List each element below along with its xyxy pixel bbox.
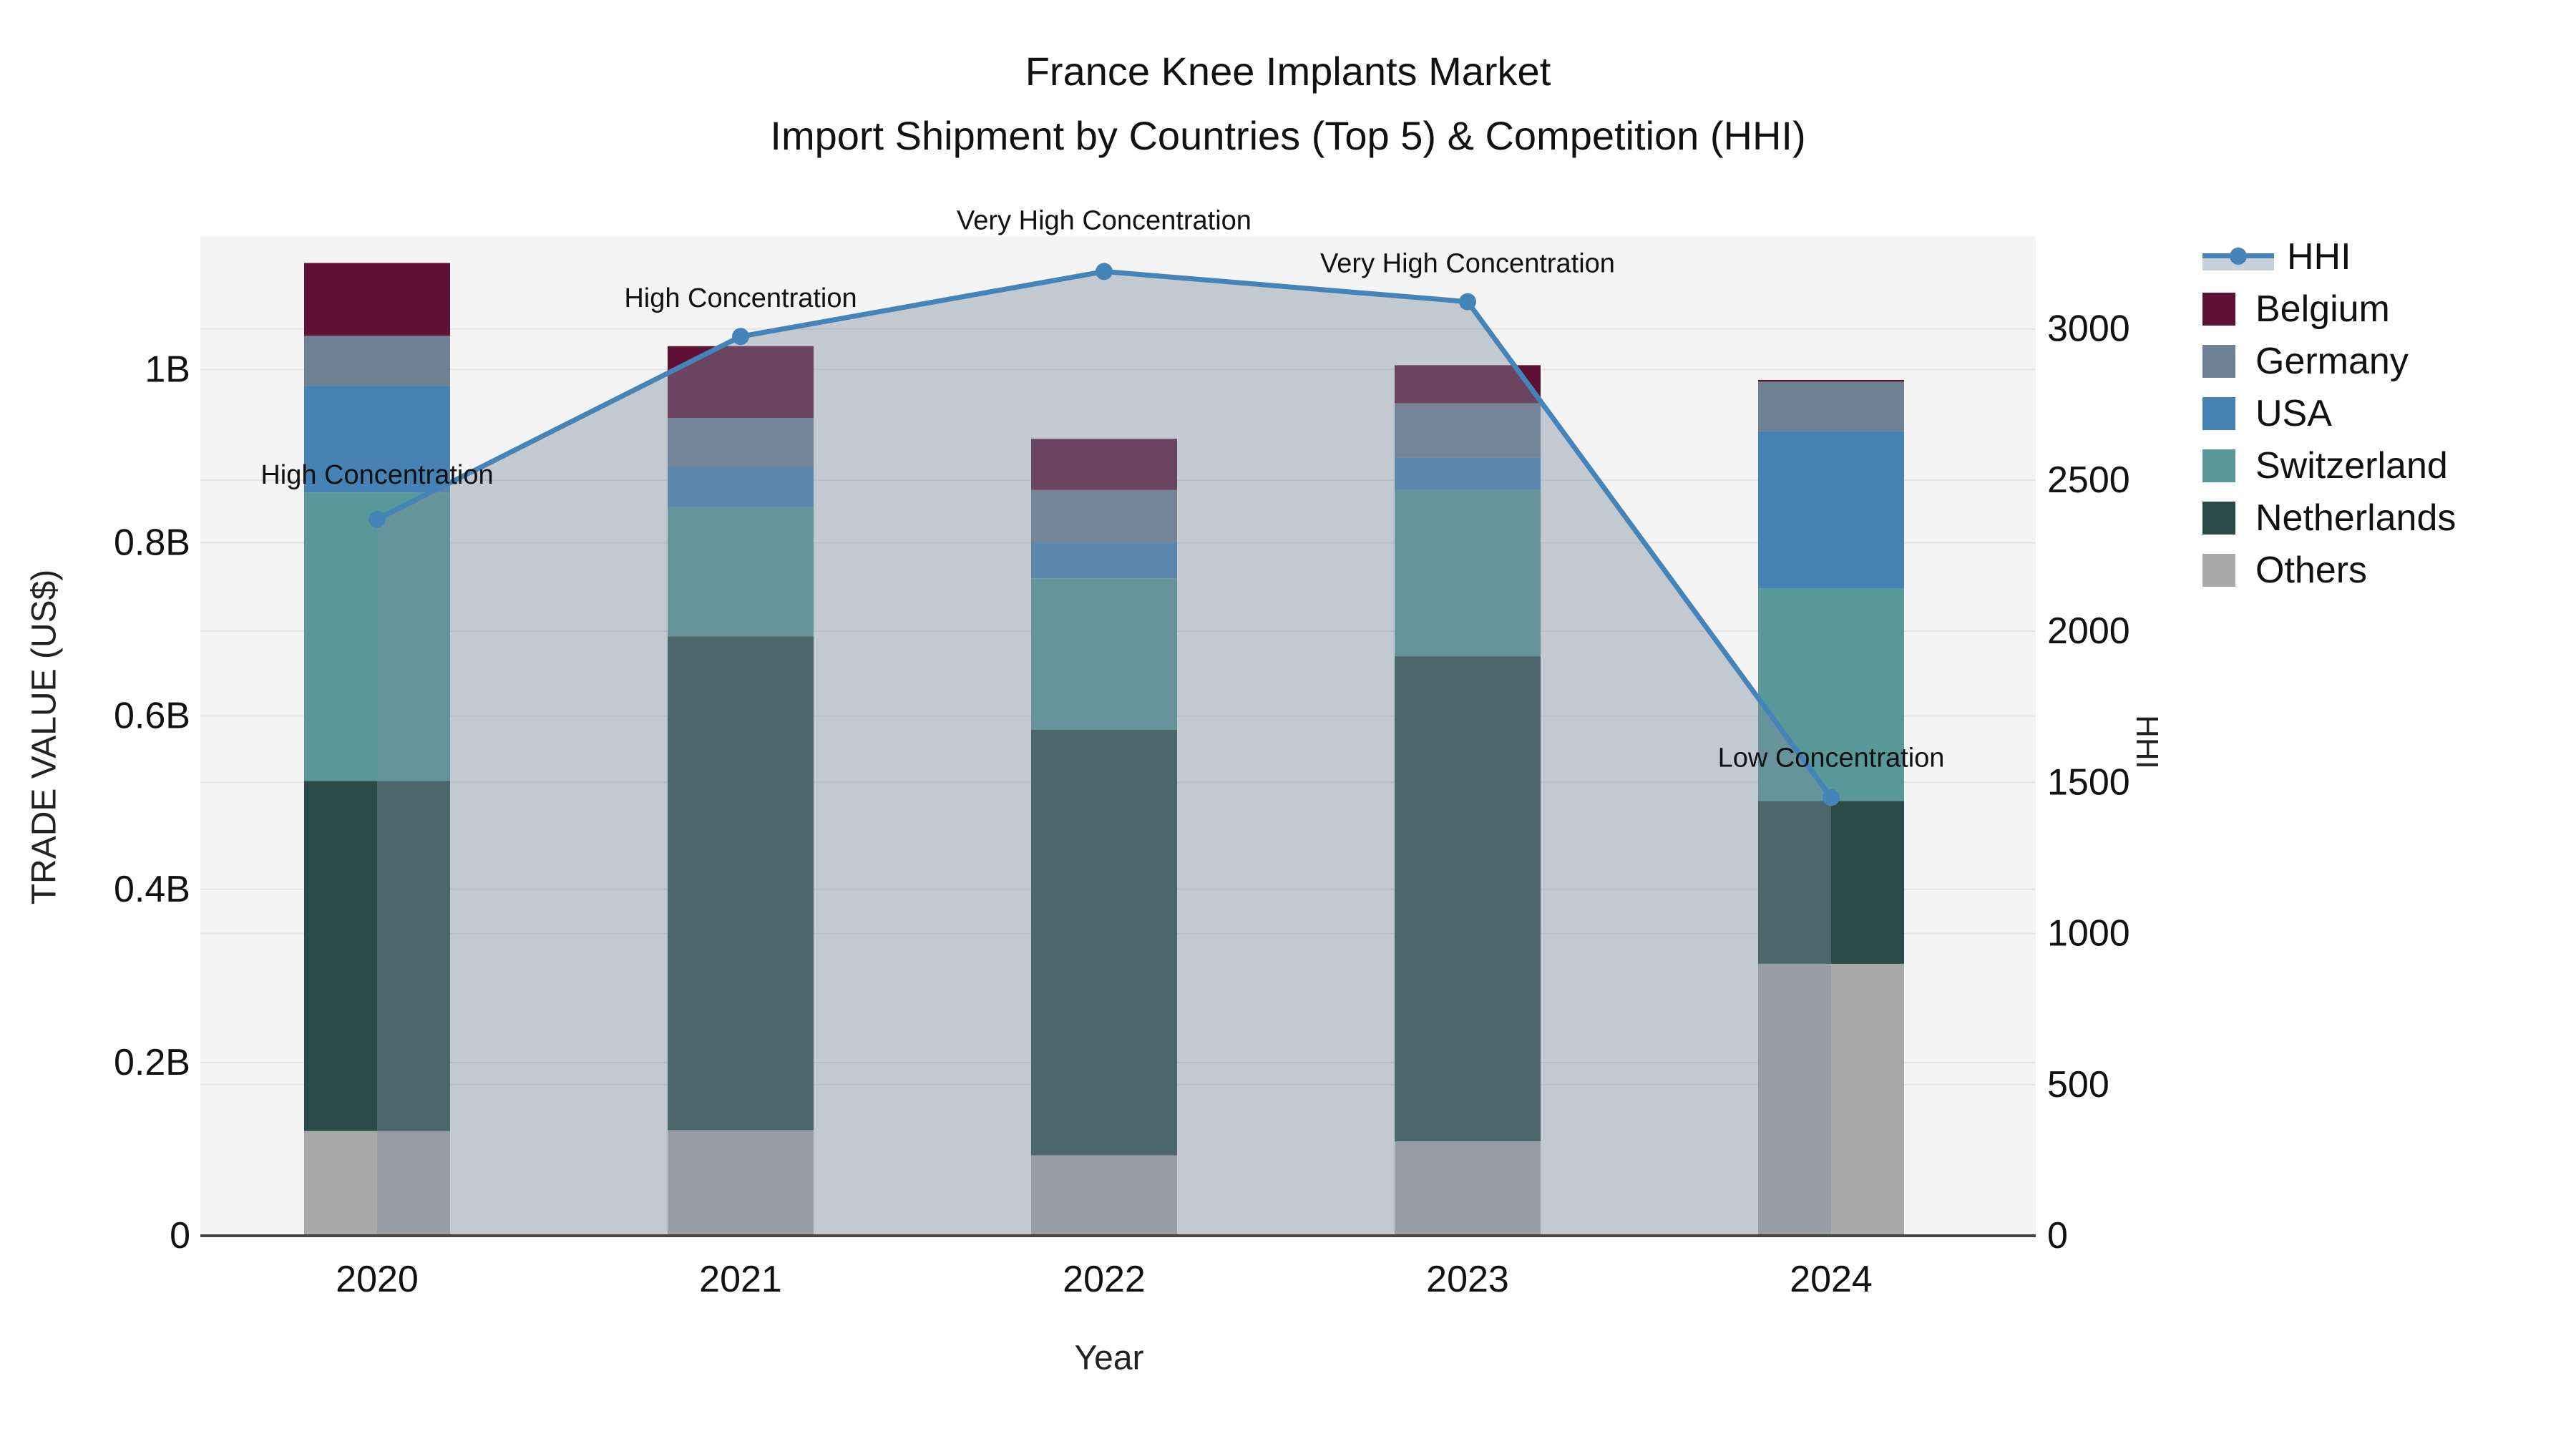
bar-segment-2020-belgium[interactable] bbox=[304, 263, 450, 336]
legend-label-hhi: HHI bbox=[2287, 235, 2351, 278]
hhi-marker-2024[interactable] bbox=[1823, 789, 1840, 806]
annotation-2023: Very High Concentration bbox=[1320, 249, 1615, 279]
legend-item-netherlands[interactable]: Netherlands bbox=[2202, 492, 2456, 544]
bar-segment-2021-belgium[interactable] bbox=[668, 346, 814, 419]
chart-title-line1: France Knee Implants Market bbox=[1025, 49, 1551, 94]
x-tick-2023: 2023 bbox=[1426, 1259, 1509, 1300]
y-right-tick-0: 0 bbox=[2047, 1215, 2068, 1257]
legend-label-netherlands: Netherlands bbox=[2255, 497, 2457, 539]
bar-segment-2024-usa[interactable] bbox=[1758, 431, 1904, 589]
annotation-2022: Very High Concentration bbox=[957, 205, 1252, 235]
annotation-2021: High Concentration bbox=[624, 283, 857, 313]
bar-segment-2020-usa[interactable] bbox=[304, 386, 450, 493]
legend-label-germany: Germany bbox=[2255, 340, 2409, 382]
y-right-tick-1500: 1500 bbox=[2047, 761, 2130, 803]
legend-label-switzerland: Switzerland bbox=[2255, 444, 2448, 487]
annotation-2024: Low Concentration bbox=[1718, 743, 1945, 773]
y-left-tick-0.6B: 0.6B bbox=[114, 696, 190, 737]
bar-segment-2024-belgium[interactable] bbox=[1758, 379, 1904, 382]
x-tick-2020: 2020 bbox=[336, 1259, 419, 1300]
bar-segment-2022-belgium[interactable] bbox=[1031, 439, 1177, 490]
legend-swatch-others bbox=[2202, 553, 2235, 587]
x-axis-title: Year bbox=[1074, 1339, 1144, 1377]
hhi-marker-2023[interactable] bbox=[1459, 293, 1476, 311]
y-left-tick-0.2B: 0.2B bbox=[114, 1042, 190, 1083]
legend-swatch-germany bbox=[2202, 344, 2235, 378]
y-left-tick-0.8B: 0.8B bbox=[114, 522, 190, 564]
bar-segment-2020-others[interactable] bbox=[304, 1131, 450, 1236]
bar-segment-2023-netherlands[interactable] bbox=[1395, 656, 1541, 1142]
bar-segment-2022-germany[interactable] bbox=[1031, 489, 1177, 543]
hhi-marker-2020[interactable] bbox=[369, 510, 386, 528]
x-tick-2024: 2024 bbox=[1790, 1259, 1873, 1300]
legend: HHI Belgium Germany USA Switzerland Netherlan… bbox=[2202, 230, 2456, 596]
bar-segment-2021-netherlands[interactable] bbox=[668, 636, 814, 1131]
legend-item-switzerland[interactable]: Switzerland bbox=[2202, 439, 2456, 492]
y-left-tick-0: 0 bbox=[170, 1215, 190, 1257]
legend-swatch-usa bbox=[2202, 396, 2235, 430]
y-axis-title-left: TRADE VALUE (US$) bbox=[25, 569, 64, 905]
legend-label-belgium: Belgium bbox=[2255, 288, 2390, 330]
legend-item-germany[interactable]: Germany bbox=[2202, 335, 2456, 387]
bar-segment-2024-germany[interactable] bbox=[1758, 381, 1904, 431]
bar-segment-2020-switzerland[interactable] bbox=[304, 492, 450, 781]
hhi-legend-swatch-icon bbox=[2202, 240, 2274, 273]
bar-segment-2021-others[interactable] bbox=[668, 1130, 814, 1236]
bar-segment-2022-netherlands[interactable] bbox=[1031, 730, 1177, 1156]
y-right-tick-3000: 3000 bbox=[2047, 308, 2130, 350]
legend-label-usa: USA bbox=[2255, 392, 2332, 434]
bar-segment-2021-switzerland[interactable] bbox=[668, 507, 814, 637]
bar-segment-2022-usa[interactable] bbox=[1031, 542, 1177, 579]
x-tick-2021: 2021 bbox=[699, 1259, 782, 1300]
chart-title: France Knee Implants Market Import Shipm… bbox=[0, 52, 2576, 180]
bar-segment-2022-switzerland[interactable] bbox=[1031, 578, 1177, 731]
y-right-tick-2000: 2000 bbox=[2047, 610, 2130, 652]
hhi-legend-marker-dot bbox=[2230, 247, 2247, 265]
bar-segment-2021-germany[interactable] bbox=[668, 418, 814, 467]
y-axis-title-right: HHI bbox=[2129, 715, 2165, 769]
bar-segment-2024-switzerland[interactable] bbox=[1758, 588, 1904, 801]
legend-item-hhi[interactable]: HHI bbox=[2202, 230, 2456, 283]
y-right-tick-2500: 2500 bbox=[2047, 459, 2130, 501]
bar-segment-2020-germany[interactable] bbox=[304, 336, 450, 386]
y-right-tick-1000: 1000 bbox=[2047, 913, 2130, 955]
bar-segment-2021-usa[interactable] bbox=[668, 467, 814, 507]
y-right-tick-500: 500 bbox=[2047, 1064, 2109, 1106]
chart-title-line2: Import Shipment by Countries (Top 5) & C… bbox=[770, 113, 1806, 158]
y-left-tick-0.4B: 0.4B bbox=[114, 869, 190, 910]
legend-swatch-switzerland bbox=[2202, 449, 2235, 482]
bar-segment-2023-usa[interactable] bbox=[1395, 457, 1541, 490]
bar-segment-2020-netherlands[interactable] bbox=[304, 781, 450, 1131]
y-left-tick-1B: 1B bbox=[145, 348, 190, 390]
bar-segment-2024-others[interactable] bbox=[1758, 963, 1904, 1236]
bar-segment-2024-netherlands[interactable] bbox=[1758, 801, 1904, 964]
bar-segment-2022-others[interactable] bbox=[1031, 1155, 1177, 1236]
legend-label-others: Others bbox=[2255, 549, 2368, 591]
legend-swatch-belgium bbox=[2202, 292, 2235, 326]
annotation-2020: High Concentration bbox=[260, 460, 493, 490]
legend-item-others[interactable]: Others bbox=[2202, 544, 2456, 596]
hhi-marker-2022[interactable] bbox=[1096, 263, 1113, 280]
legend-item-belgium[interactable]: Belgium bbox=[2202, 283, 2456, 335]
bar-segment-2023-switzerland[interactable] bbox=[1395, 489, 1541, 657]
hhi-marker-2021[interactable] bbox=[732, 328, 749, 346]
hhi-area-fill bbox=[377, 271, 1831, 1236]
legend-swatch-netherlands bbox=[2202, 501, 2235, 535]
bar-segment-2023-germany[interactable] bbox=[1395, 403, 1541, 458]
bar-segment-2023-others[interactable] bbox=[1395, 1141, 1541, 1236]
x-tick-2022: 2022 bbox=[1063, 1259, 1146, 1300]
legend-item-usa[interactable]: USA bbox=[2202, 387, 2456, 439]
